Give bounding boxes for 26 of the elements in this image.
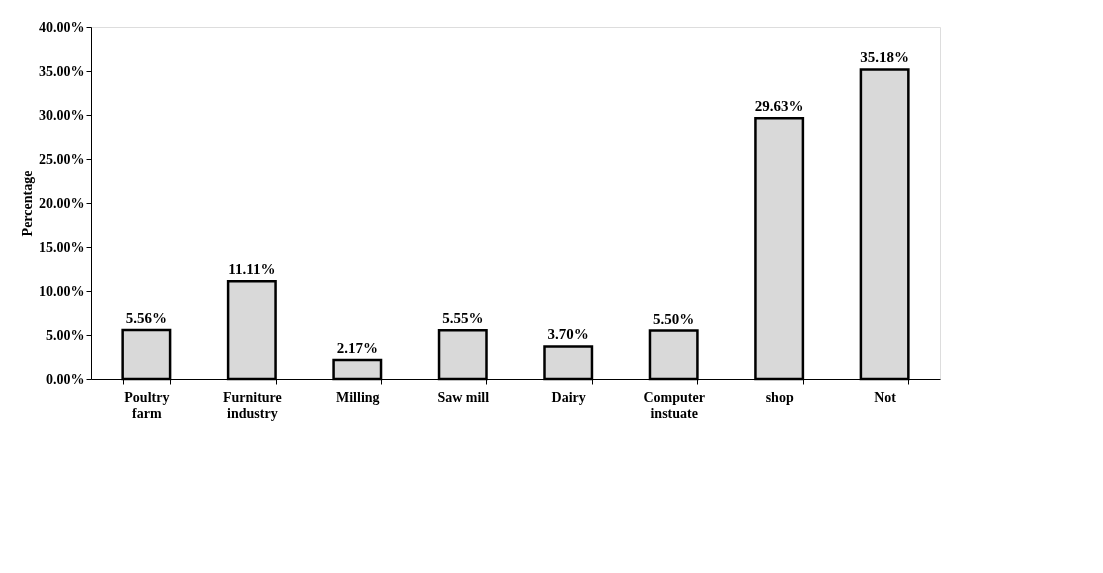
data-label: 35.18% [860, 49, 910, 66]
x-tick-label: shop [765, 389, 794, 405]
y-tick-label: 10.00% [39, 283, 85, 299]
y-tick-label: 5.00% [46, 327, 85, 343]
x-tick-label: Saw mill [437, 389, 490, 405]
data-label: 11.11% [228, 261, 276, 278]
data-label: 29.63% [754, 98, 804, 115]
y-tick-label: 30.00% [39, 107, 85, 123]
data-label: 2.17% [336, 339, 378, 356]
data-label: 5.50% [653, 310, 695, 327]
x-tick-label: Not [874, 389, 897, 405]
x-tick-label: Computer instuate [643, 389, 705, 421]
x-tick-label: Furniture industry [222, 389, 282, 421]
x-tick-label: Milling [336, 389, 380, 405]
y-axis-title: Percentage [20, 170, 35, 237]
y-tick-label: 25.00% [39, 151, 85, 167]
y-tick-label: 35.00% [39, 63, 85, 79]
y-tick-label: 40.00% [39, 19, 85, 35]
y-tick-label: 15.00% [39, 239, 85, 255]
data-label: 5.55% [442, 310, 484, 327]
x-tick-label: Poultry farm [124, 389, 170, 421]
data-label: 3.70% [547, 326, 589, 343]
y-tick-label: 0.00% [46, 371, 85, 387]
x-tick-label: Dairy [551, 389, 586, 405]
data-label: 5.56% [125, 310, 167, 327]
y-tick-label: 20.00% [39, 195, 85, 211]
